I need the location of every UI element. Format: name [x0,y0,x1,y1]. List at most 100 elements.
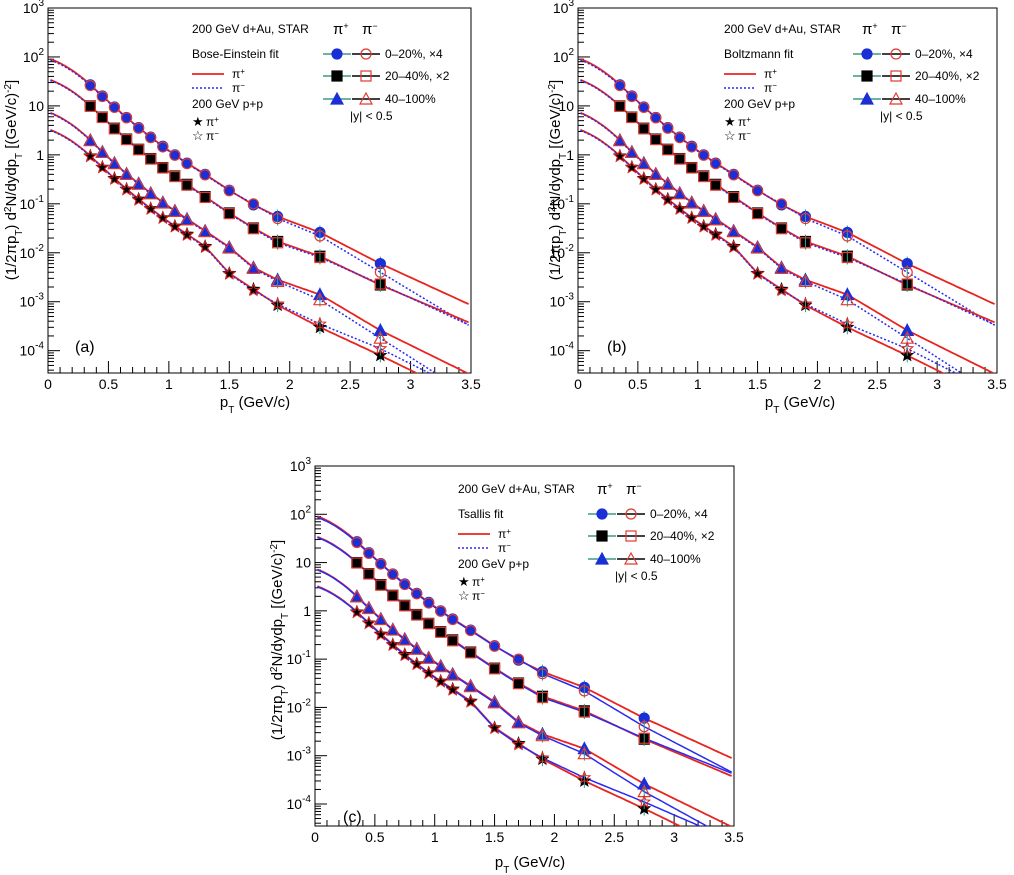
legend-fit-pi-minus: π− [232,81,245,96]
data-point [614,100,626,112]
data-point [387,589,399,601]
data-point [578,706,590,718]
data-point [349,589,364,603]
legend-rapidity: |y| < 0.5 [350,109,393,123]
legend-fit-pi-plus: π+ [498,527,511,542]
panel-tag: (c) [343,809,362,826]
data-point [511,737,526,751]
x-tick-label: 3.5 [461,376,481,392]
data-point [684,195,699,209]
data-point [488,640,501,652]
data-point [157,161,169,174]
plot-frame [577,7,998,374]
legend-star-plus-icon: ★ [192,114,204,129]
data-point [660,177,675,190]
fit-curve-pi-minus [50,79,469,326]
data-point [626,90,638,103]
y-tick-label: 102 [23,47,45,65]
data-point [167,218,182,233]
data-point [107,171,122,186]
fit-curve-pi-minus [317,569,709,826]
data-point [155,195,170,209]
data-point [349,605,364,619]
data-point [536,691,549,704]
data-point [421,651,436,664]
panel-a: (1/2πpT) d2N/dydpT [(GeV/c)-2] pT (GeV/c… [3,0,481,416]
data-point [774,281,789,296]
legend-cent-2: 40–100% [385,92,436,106]
fit-curve-pi-minus [317,586,702,826]
data-point [435,626,447,638]
data-point [708,227,723,242]
data-point [612,149,627,163]
legend-marker-pi-minus [888,91,904,105]
legend-cent-1: 20–40%, ×2 [385,69,450,83]
data-point [96,90,108,103]
legend-marker-pi-minus [360,48,372,60]
data-point [512,677,525,689]
data-point [650,133,662,145]
data-point [728,169,740,181]
data-point [662,122,674,134]
panel-b: (1/2πpT) d2N/dydpT [(GeV/c)-2] pT (GeV/c… [547,0,1007,416]
data-point [465,624,477,637]
legend-pp-pi-plus: π+ [738,115,751,130]
data-point [84,100,96,112]
legend-star-minus-icon: ☆ [458,588,470,603]
data-point [181,158,193,170]
data-point [375,578,387,591]
data-point [447,634,459,646]
data-point [423,617,435,629]
x-tick-label: 2.5 [868,376,888,392]
data-point [145,153,157,165]
data-point [840,292,855,306]
legend-star-minus-icon: ☆ [192,128,204,143]
data-point [246,283,261,297]
x-tick-label: 0 [574,376,582,392]
data-point [373,627,388,641]
legend-marker-pi-plus [859,91,875,105]
legend-pp-label: 200 GeV p+p [724,97,795,111]
data-point [270,296,285,310]
y-tick-label: 102 [553,47,575,65]
data-point [363,568,375,580]
data-point [373,626,388,641]
data-point [684,210,699,225]
data-point [433,659,448,673]
x-axis-title: pT (GeV/c) [495,854,565,875]
y-tick-label: 10 [558,98,574,114]
data-point [363,547,375,559]
data-point [433,673,448,688]
data-point [312,316,327,331]
fit-curve-pi-minus [50,59,469,326]
x-tick-label: 1.5 [485,829,505,845]
data-point [799,212,812,225]
y-tick-label: 103 [553,0,575,16]
legend-pp-pi-plus: π+ [472,575,485,590]
data-point [95,145,110,159]
data-point [107,156,122,170]
data-point [686,162,698,174]
x-tick-label: 0.5 [99,376,119,392]
fit-curve-pi-plus [317,585,682,826]
legend-marker-pi-minus [890,70,902,82]
data-point [636,156,651,170]
data-point [698,149,710,161]
data-point [361,616,376,630]
legend-marker-pi-plus [331,48,343,60]
data-point [751,207,764,219]
data-point [179,226,194,241]
data-point [798,296,813,310]
panel-tag: (a) [75,339,95,356]
y-tick-label: 103 [23,0,45,16]
legend-marker-pi-minus [625,530,637,542]
data-point [624,145,639,159]
data-point [435,626,447,638]
data-point [157,162,169,174]
data-point [181,179,193,191]
data-point [696,218,711,233]
data-point [96,111,108,124]
data-point [167,219,182,233]
legend-header-system: 200 GeV d+Au, STAR [192,22,309,36]
data-point [399,599,411,611]
